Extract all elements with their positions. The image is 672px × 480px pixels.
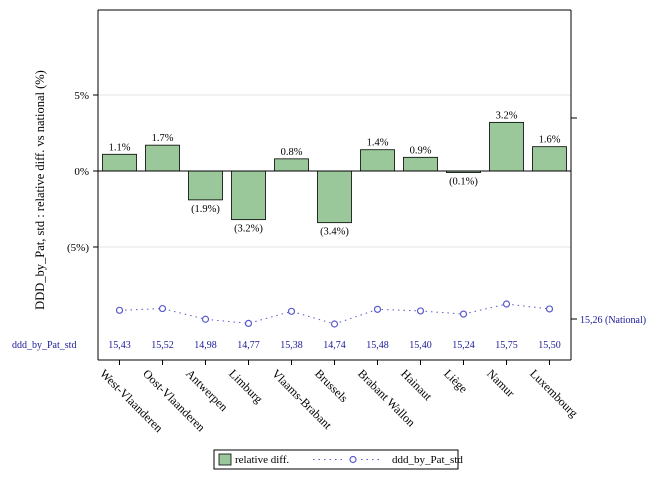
bar-value-label: 1.1% (109, 142, 131, 153)
line-point (244, 319, 253, 328)
y-axis-label: DDD_by_Pat, std : relative diff. vs nati… (33, 70, 47, 310)
bar-value-label: 1.6% (539, 135, 561, 146)
line-point (115, 306, 124, 314)
line-point (158, 304, 167, 313)
line-point (373, 305, 382, 313)
value-row-cell: 14,77 (237, 340, 260, 351)
value-row-cell: 14,74 (323, 340, 346, 351)
line-series-layer (115, 300, 554, 328)
line-point (416, 307, 425, 315)
value-row-cell: 15,38 (280, 340, 303, 351)
value-row-label: ddd_by_Pat_std (12, 340, 76, 351)
grid-layer (98, 94, 571, 248)
bar-value-label: 3.2% (496, 110, 518, 121)
value-row-cell: 15,48 (366, 340, 389, 351)
y-tick-label: (5%) (67, 242, 89, 254)
bar-value-label: 0.9% (410, 145, 432, 156)
value-row-cell: 14,98 (194, 340, 217, 351)
bar (145, 144, 180, 172)
value-row-cell: 15,50 (538, 340, 561, 351)
value-row-cell: 15,75 (495, 340, 518, 351)
value-row-cell: 15,52 (151, 340, 174, 351)
line-point (201, 315, 210, 323)
y-tick-label: 5% (74, 90, 89, 102)
bar-value-label: (1.9%) (191, 204, 220, 215)
value-row-layer: 15,43 15,52 14,98 14,77 15,38 14,74 15,48 15,40… (108, 340, 561, 351)
bar (317, 170, 352, 224)
bar (403, 156, 438, 172)
bar-value-label: (0.1%) (449, 177, 478, 188)
bars-layer (102, 121, 567, 224)
bar-value-label: (3.4%) (320, 227, 349, 238)
value-row-cell: 15,40 (409, 340, 432, 351)
legend-label-bar: relative diff. (235, 454, 289, 466)
category-labels-layer: West-VlaanderenOost-VlaanderenAntwerpenL… (97, 366, 581, 435)
bar (360, 149, 395, 172)
x-tick-label: Liège (441, 366, 470, 395)
bar-value-label: 0.8% (281, 147, 303, 158)
line-point (459, 310, 468, 318)
legend: relative diff. ddd_by_Pat_std (213, 449, 463, 470)
bar-labels-layer: 1.1% 1.7% (1.9%) (3.2%) 0.8% (3.4%) 1.4% 0.9% (0… (109, 110, 561, 237)
x-tick-label: Limburg (226, 366, 265, 405)
bar (231, 170, 266, 221)
bar-value-label: (3.2%) (234, 224, 263, 235)
value-row-cell: 15,24 (452, 340, 475, 351)
bar-value-label: 1.4% (367, 138, 389, 149)
legend-swatch-marker (349, 455, 357, 464)
line-point (502, 300, 511, 308)
bar-value-label: 1.7% (152, 133, 174, 144)
line-point (330, 320, 339, 328)
bar (532, 146, 567, 172)
bar (188, 170, 223, 201)
bar (274, 158, 309, 172)
national-reference-label: 15,26 (National) (580, 315, 646, 326)
ticks-layer: 5% 0% (5%) (67, 90, 550, 365)
x-tick-label: Namur (484, 366, 517, 399)
x-tick-label: Hainaut (398, 366, 435, 403)
line-point (287, 307, 296, 315)
legend-swatch-bar (218, 453, 232, 466)
legend-label-line: ddd_by_Pat_std (392, 454, 463, 466)
bar (102, 153, 137, 172)
bar (489, 121, 524, 172)
x-tick-label: Brussels (312, 366, 351, 405)
value-row-cell: 15,43 (108, 340, 131, 351)
x-tick-label: Luxembourg (527, 366, 581, 420)
y-tick-label: 0% (74, 166, 89, 178)
line-point (545, 305, 554, 313)
